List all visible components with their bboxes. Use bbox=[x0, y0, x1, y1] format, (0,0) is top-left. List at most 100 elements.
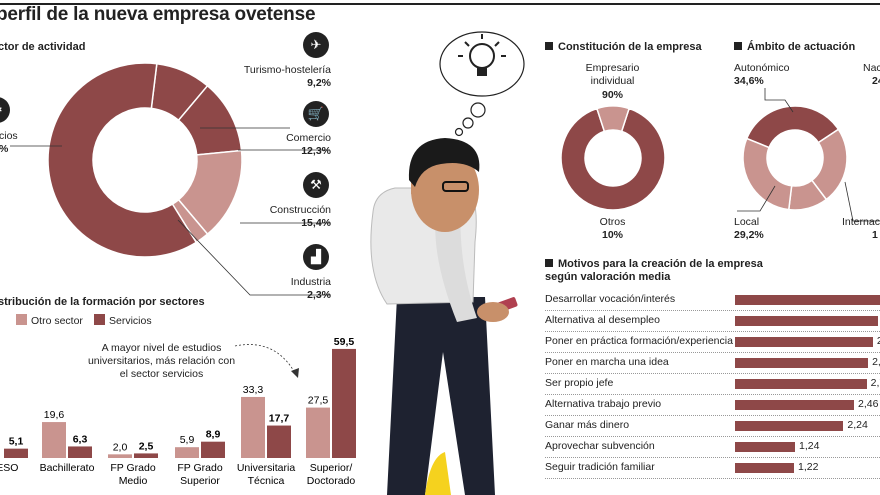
hair bbox=[408, 138, 480, 187]
category-label-2-0: FP Grado bbox=[110, 462, 155, 474]
motivo-value: 1,24 bbox=[799, 440, 820, 452]
category-label-4-0: Universitaria bbox=[237, 462, 296, 474]
ambito-label-internacional: Internac bbox=[842, 216, 880, 228]
motivo-label: Ganar más dinero bbox=[545, 419, 630, 431]
page-title: perfil de la nueva empresa ovetense bbox=[0, 4, 316, 25]
motivo-row: Alternativa trabajo previo 2,46 bbox=[545, 394, 880, 416]
sector-label-servicios: cios bbox=[0, 130, 18, 142]
factory-icon: ▟ bbox=[303, 244, 329, 270]
category-label-5-1: Doctorado bbox=[307, 475, 356, 487]
motivo-bar bbox=[735, 463, 795, 473]
constitucion-label-individual: Empresario individual bbox=[585, 62, 640, 87]
category-label-3-0: FP Grado bbox=[177, 462, 222, 474]
motivo-label: Seguir tradición familiar bbox=[545, 461, 655, 473]
category-label-4-1: Técnica bbox=[248, 475, 285, 487]
bar-label-0-1: 19,6 bbox=[44, 409, 65, 421]
annotation-arrow-head bbox=[291, 368, 299, 378]
constitucion-label-otros: Otros bbox=[599, 216, 626, 228]
legend-servicios: Servicios bbox=[94, 314, 152, 327]
glasses bbox=[442, 181, 469, 192]
motivo-row: Aprovechar subvención 1,24 bbox=[545, 436, 880, 458]
ambito-label-nacional: Nac bbox=[863, 62, 880, 74]
ambito-label-local: Local bbox=[734, 216, 760, 228]
leader-internacional bbox=[844, 181, 880, 222]
ambito-value-nacional: 24 bbox=[872, 75, 880, 87]
ambito-slice-0 bbox=[745, 105, 840, 149]
ambito-value-local: 29,2% bbox=[734, 229, 764, 241]
sector-label-comercio: Comercio bbox=[286, 132, 331, 144]
thought-bubble bbox=[439, 31, 525, 97]
motivos-square-icon bbox=[545, 259, 553, 267]
ambito-value-autonomico: 34,6% bbox=[734, 75, 764, 87]
bar-label-1-1: 6,3 bbox=[73, 433, 88, 445]
motivo-bar bbox=[735, 379, 867, 389]
sector-value-comercio: 12,3% bbox=[301, 145, 331, 157]
bar-1-3 bbox=[201, 441, 225, 458]
thought-dot-1 bbox=[470, 102, 486, 118]
constitucion-slice-0 bbox=[560, 107, 666, 211]
bar-0-2 bbox=[108, 454, 132, 458]
bar-label-0-2: 2,0 bbox=[113, 441, 128, 453]
bar-label-1-0: 5,1 bbox=[9, 436, 24, 448]
constitucion-slice-1 bbox=[595, 105, 631, 133]
lightbulb-icon bbox=[458, 34, 506, 76]
sector-section-title: ctor de actividad bbox=[0, 41, 86, 53]
leader-local bbox=[737, 185, 776, 212]
sector-value-servicios: % bbox=[0, 143, 8, 155]
motivo-label: Poner en práctica formación/experiencia bbox=[545, 335, 733, 347]
constitucion-value-otros: 10% bbox=[601, 229, 623, 241]
bar-label-1-2: 2,5 bbox=[139, 440, 154, 452]
motivo-row: Poner en práctica formación/experiencia 2… bbox=[545, 331, 880, 353]
sector-label-turismo: Turismo-hostelería bbox=[243, 64, 331, 76]
annotation-arrow bbox=[234, 344, 299, 378]
bar-1-2 bbox=[134, 453, 158, 458]
ambito-square-icon bbox=[734, 42, 742, 50]
motivo-row: Poner en marcha una idea 2,7 bbox=[545, 352, 880, 374]
motivo-label: Desarrollar vocación/interés bbox=[545, 293, 676, 305]
bar-1-4 bbox=[267, 425, 291, 458]
constitucion-square-icon bbox=[545, 42, 553, 50]
ambito-value-internacional: 1 bbox=[872, 229, 878, 241]
constitucion-donut bbox=[560, 105, 666, 211]
motivo-label: Aprovechar subvención bbox=[545, 440, 655, 452]
leader-industria bbox=[177, 219, 330, 296]
motivo-bar bbox=[735, 358, 869, 368]
bar-1-0 bbox=[4, 448, 28, 458]
construction-icon: ⚒ bbox=[303, 172, 329, 198]
motivo-bar bbox=[735, 337, 873, 347]
sector-label-industria: Industria bbox=[290, 276, 331, 288]
constitucion-section-title: Constitución de la empresa bbox=[545, 41, 702, 53]
ambito-donut bbox=[737, 88, 880, 222]
ambito-label-autonomico: Autonómico bbox=[734, 62, 790, 74]
sector-value-turismo: 9,2% bbox=[307, 77, 331, 89]
category-label-0-0: o ESO bbox=[0, 462, 18, 474]
yellow-chair bbox=[425, 452, 451, 495]
bar-label-0-5: 27,5 bbox=[308, 395, 329, 407]
motivo-label: Alternativa al desempleo bbox=[545, 314, 660, 326]
motivo-row: Seguir tradición familiar 1,22 bbox=[545, 457, 880, 479]
sector-label-construccion: Construcción bbox=[269, 204, 331, 216]
trousers bbox=[387, 297, 495, 495]
formacion-section-title: stribución de la formación por sectores bbox=[0, 296, 205, 308]
sector-donut bbox=[10, 62, 330, 296]
constitucion-value-individual: 90% bbox=[601, 89, 623, 101]
bar-label-1-4: 17,7 bbox=[269, 413, 290, 425]
bar-0-5 bbox=[306, 407, 330, 458]
motivos-section-title: Motivos para la creación de la empresa s… bbox=[545, 258, 763, 283]
motivo-value: 2,46 bbox=[858, 398, 879, 410]
motivo-label: Alternativa trabajo previo bbox=[545, 398, 662, 410]
motivo-label: Ser propio jefe bbox=[545, 377, 614, 389]
tourism-icon: ✈ bbox=[303, 32, 329, 58]
bar-0-1 bbox=[42, 422, 66, 458]
services-icon: ⚙ bbox=[0, 97, 10, 123]
top-rule bbox=[0, 3, 880, 5]
motivo-value: 2,24 bbox=[847, 419, 868, 431]
motivo-bar bbox=[735, 442, 795, 452]
sector-value-construccion: 15,4% bbox=[301, 217, 331, 229]
motivo-value: 2,8 bbox=[876, 335, 880, 347]
motivo-value: 1,22 bbox=[798, 461, 819, 473]
category-label-5-0: Superior/ bbox=[310, 462, 353, 474]
motivo-row: Desarrollar vocación/interés bbox=[545, 289, 880, 311]
bar-label-0-4: 33,3 bbox=[243, 384, 264, 396]
category-label-1-0: Bachillerato bbox=[40, 462, 95, 474]
